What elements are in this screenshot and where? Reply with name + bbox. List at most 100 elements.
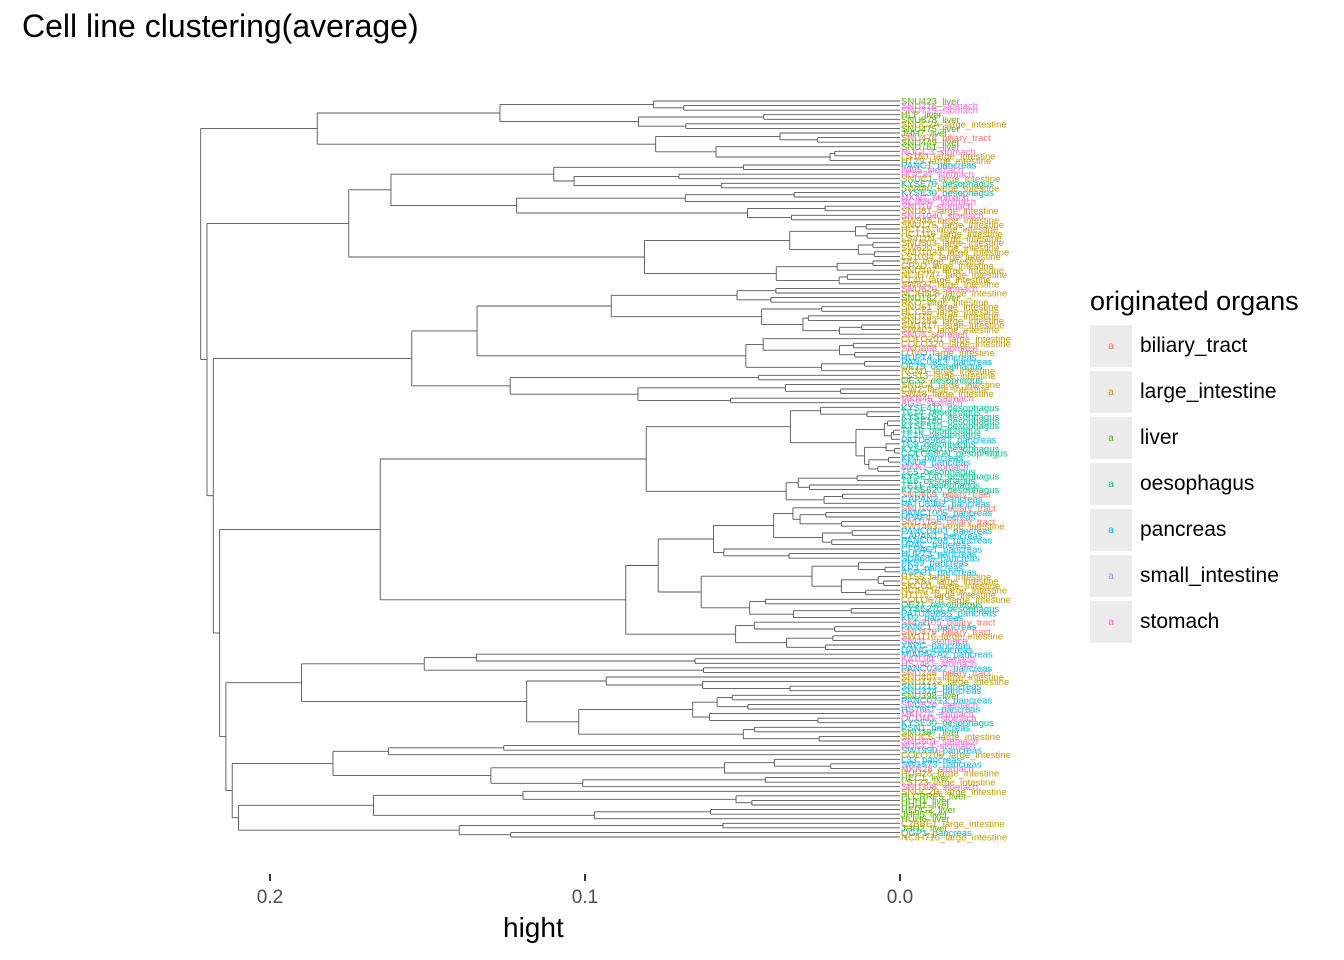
leaf-label: SNU407_large_intestine	[901, 673, 1004, 684]
legend-item-large-intestine: a large_intestine	[1090, 369, 1299, 415]
leaf-label: SNU175_large_intestine	[901, 220, 1004, 231]
leaf-label: SNUC4_large_intestine	[901, 380, 1000, 391]
leaf-label: MKN45_stomach	[901, 394, 974, 405]
leaf-label: HEPG2_liver	[901, 805, 956, 816]
legend-key: a	[1090, 371, 1132, 413]
leaf-label: SNU475_liver	[901, 124, 960, 135]
leaf-label: KYSE30_oesophagus	[901, 718, 994, 729]
leaf-label: TE10_oesophagus	[901, 426, 981, 437]
leaf-label: SNU423_liver	[901, 97, 960, 108]
leaf-label: SW620_large_intestine	[901, 243, 999, 254]
leaf-label: SW480_large_intestine	[901, 183, 999, 194]
leaf-label: CCK81_large_intestine	[901, 577, 999, 588]
leaf-label: TE6_oesophagus	[901, 476, 976, 487]
leaf-label: CAPAN2_pancreas	[901, 494, 983, 505]
leaf-label: SNU719_stomach	[901, 106, 978, 117]
leaf-label: PANC0403_pancreas	[901, 526, 992, 537]
x-axis: 0.2 0.1 0.0	[257, 874, 913, 908]
legend-item-pancreas: a pancreas	[1090, 507, 1299, 553]
leaf-label: LOVO_large_intestine	[901, 348, 994, 359]
leaf-label: SNU503_large_intestine	[901, 238, 1004, 249]
leaf-label: SW1573_pancreas	[901, 759, 982, 770]
leaf-label: YAPC_pancreas	[901, 641, 971, 652]
leaf-label: SNUC1_large_intestine	[901, 174, 1000, 185]
leaf-label: QGP1_pancreas	[901, 828, 972, 839]
leaf-label: KYSE140_oesophagus	[901, 471, 999, 482]
leaf-label: JHH5_liver	[901, 810, 947, 821]
legend-item-biliary-tract: a biliary_tract	[1090, 323, 1299, 369]
leaf-label: SNUC2A_large_intestine	[901, 119, 1007, 130]
leaf-label: SNU213_pancreas	[901, 682, 982, 693]
leaf-label: SNU387_liver	[901, 727, 960, 738]
legend-key: a	[1090, 555, 1132, 597]
legend-item-liver: a liver	[1090, 415, 1299, 461]
leaf-label: KYSE70_oesophagus	[901, 179, 994, 190]
leaf-label: NCIH508_large_intestine	[901, 289, 1007, 300]
dendrogram-branches	[200, 100, 900, 838]
leaf-label: KYSE410_oesophagus	[901, 403, 999, 414]
leaf-label: SNU70_large_intestine	[901, 311, 999, 322]
leaf-label: ASPC1_pancreas	[901, 567, 977, 578]
leaf-label: HT115_large_intestine	[901, 590, 996, 601]
legend-key: a	[1090, 325, 1132, 367]
leaf-label: SNU1105_biliary_tract	[901, 618, 996, 629]
leaf-label: RKO_large_intestine	[901, 298, 989, 309]
leaf-label: HPAFII_pancreas	[901, 513, 976, 524]
leaf-label: SNU81_large_intestine	[901, 206, 999, 217]
leaf-label: LS411N_large_intestine	[901, 234, 1002, 245]
dendrogram-plot: SNU423_liverSNU216_stomachSNU719_stomach…	[200, 97, 1011, 908]
leaf-label: HPAC_pancreas	[901, 540, 971, 551]
leaf-label: MKN7_stomach	[901, 193, 969, 204]
leaf-label: SNU308_stomach	[901, 782, 978, 793]
leaf-label: COLO201_large_intestine	[901, 334, 1011, 345]
leaf-label: SW1116_large_intestine	[901, 631, 1003, 642]
leaf-label: HUPT4_pancreas	[901, 353, 977, 364]
leaf-label: SW1990_pancreas	[901, 746, 982, 757]
leaf-label: MIAPACA2_pancreas	[901, 650, 993, 661]
leaf-label: PATU8902_pancreas	[901, 499, 991, 510]
leaf-label: MKN74_stomach	[901, 709, 974, 720]
leaf-label: KYSE270_oesophagus	[901, 604, 999, 615]
leaf-label: PANC0327_pancreas	[901, 663, 992, 674]
leaf-label: SNU398_liver	[901, 691, 960, 702]
legend: originated organs a biliary_tract a large_i…	[1090, 286, 1299, 645]
leaf-label: COLO205_large_intestine	[901, 750, 1011, 761]
leaf-label: SNU620_stomach	[901, 284, 978, 295]
leaf-label: KP3_pancreas	[901, 563, 964, 574]
leaf-label: PATU8988S_pancreas	[901, 609, 997, 620]
leaf-label: SNU1_stomach	[901, 636, 968, 647]
leaf-label: SNU668_stomach	[901, 343, 978, 354]
leaf-label: SNU520_stomach	[901, 700, 978, 711]
leaf-label: SNU479_biliary_tract	[901, 627, 991, 638]
leaf-label: NCIN87_stomach	[901, 197, 976, 208]
leaf-label: NCIH747_large_intestine	[901, 270, 1007, 281]
legend-key: a	[1090, 417, 1132, 459]
leaf-label: SNU216_stomach	[901, 101, 978, 112]
leaf-label: SW403_large_intestine	[901, 325, 999, 336]
leaf-label: SNUC2B_large_intestine	[901, 787, 1007, 798]
leaf-label: NCIH716_large_intestine	[901, 586, 1007, 597]
leaf-label: TE5_oesophagus	[901, 467, 976, 478]
leaf-label: SNU324_pancreas	[901, 686, 982, 697]
leaf-label: SNU1272_large_intestine	[901, 677, 1009, 688]
x-axis-label: hight	[503, 912, 564, 943]
leaf-label: PSN1_pancreas	[901, 723, 970, 734]
leaf-label: SNU601_stomach	[901, 737, 978, 748]
legend-key: a	[1090, 509, 1132, 551]
x-tick-label: 0.1	[572, 887, 598, 908]
leaf-label: SW837_large_intestine	[901, 279, 999, 290]
leaf-label: SW1417_large_intestine	[901, 321, 1005, 332]
leaf-label: SNU16_stomach	[901, 202, 973, 213]
legend-label: pancreas	[1140, 518, 1227, 541]
leaf-label: SNUC5_large_intestine	[901, 732, 1000, 743]
x-tick-label: 0.0	[887, 887, 913, 908]
legend-key: a	[1090, 601, 1132, 643]
leaf-label: CAPAN1_pancreas	[901, 531, 983, 542]
leaf-label: SNU1033_large_intestine	[901, 247, 1009, 258]
leaf-label: DANG_pancreas	[901, 645, 973, 656]
leaf-labels: SNU423_liverSNU216_stomachSNU719_stomach…	[901, 97, 1011, 844]
leaf-label: KYSE520_oesophagus	[901, 485, 999, 496]
leaf-label: HS766T_pancreas	[901, 705, 980, 716]
leaf-label: COLO680N_oesophagus	[901, 449, 1008, 460]
leaf-label: SNU1196_biliary_tract	[901, 517, 996, 528]
